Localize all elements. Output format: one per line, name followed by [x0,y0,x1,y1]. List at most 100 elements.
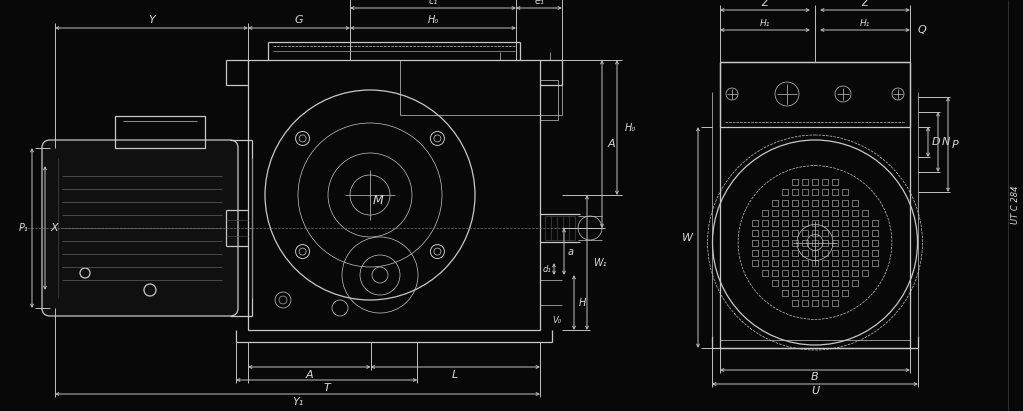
Text: V₀: V₀ [552,316,562,325]
Bar [792,219,798,226]
Bar [842,279,848,286]
Bar [792,210,798,215]
Bar [802,259,808,266]
Text: c₁: c₁ [429,0,438,6]
Bar [802,240,808,245]
Bar [852,210,858,215]
Text: P: P [952,139,959,150]
Bar [762,240,768,245]
Bar [720,62,910,127]
Bar [762,270,768,275]
Bar [822,249,828,256]
Bar [762,249,768,256]
Text: H₁: H₁ [760,18,770,28]
Text: A: A [608,139,616,149]
Bar [832,240,838,245]
Bar [772,270,779,275]
Bar [842,229,848,236]
Bar [772,219,779,226]
Bar [720,62,910,348]
Bar [812,289,818,296]
Text: W₁: W₁ [593,258,607,268]
Bar [752,259,758,266]
Bar [822,300,828,305]
Bar [832,189,838,196]
Bar [832,180,838,185]
Bar [802,279,808,286]
Bar [812,279,818,286]
Bar [872,240,878,245]
Bar [802,270,808,275]
Bar [852,270,858,275]
Bar [832,199,838,206]
Text: d₁: d₁ [542,265,551,273]
Bar [822,189,828,196]
Text: Q: Q [918,25,927,35]
Bar [772,229,779,236]
Bar [822,240,828,245]
Bar [782,289,788,296]
Bar [862,219,868,226]
Text: e₁: e₁ [534,0,544,6]
Bar [782,240,788,245]
Bar [832,270,838,275]
Bar [862,249,868,256]
Bar [782,279,788,286]
Text: Y: Y [148,15,154,25]
Bar [822,180,828,185]
Bar [862,240,868,245]
Bar [862,259,868,266]
Bar [792,270,798,275]
Bar [782,229,788,236]
Text: X: X [50,223,57,233]
Bar [862,229,868,236]
Bar [842,289,848,296]
Text: Y₁: Y₁ [292,397,303,407]
Bar [822,229,828,236]
Text: B: B [811,372,818,382]
Bar [832,259,838,266]
Bar [752,240,758,245]
Bar [832,229,838,236]
Bar [852,240,858,245]
Bar [792,289,798,296]
Text: A: A [306,370,313,380]
Bar [872,229,878,236]
Bar [852,229,858,236]
Bar [115,116,205,148]
Bar [782,270,788,275]
Text: D: D [932,137,940,147]
Bar [792,300,798,305]
Bar [852,219,858,226]
Bar [782,210,788,215]
Bar [792,199,798,206]
Text: H₀: H₀ [625,122,636,132]
Bar [872,219,878,226]
Bar [832,300,838,305]
Bar [792,180,798,185]
Bar [802,210,808,215]
Bar [842,210,848,215]
Bar [792,229,798,236]
Bar [842,189,848,196]
Bar [872,249,878,256]
Bar [762,259,768,266]
Bar [852,279,858,286]
Bar [842,219,848,226]
Bar [782,189,788,196]
Text: Z: Z [762,0,768,8]
Bar [772,249,779,256]
Text: W: W [682,233,693,242]
Bar [852,199,858,206]
Bar [752,229,758,236]
Text: Z: Z [861,0,869,8]
Bar [812,180,818,185]
Bar [802,289,808,296]
Bar [752,219,758,226]
Bar [782,259,788,266]
Text: T: T [323,383,330,393]
Bar [752,249,758,256]
Bar [822,259,828,266]
Bar [822,210,828,215]
Bar [792,189,798,196]
